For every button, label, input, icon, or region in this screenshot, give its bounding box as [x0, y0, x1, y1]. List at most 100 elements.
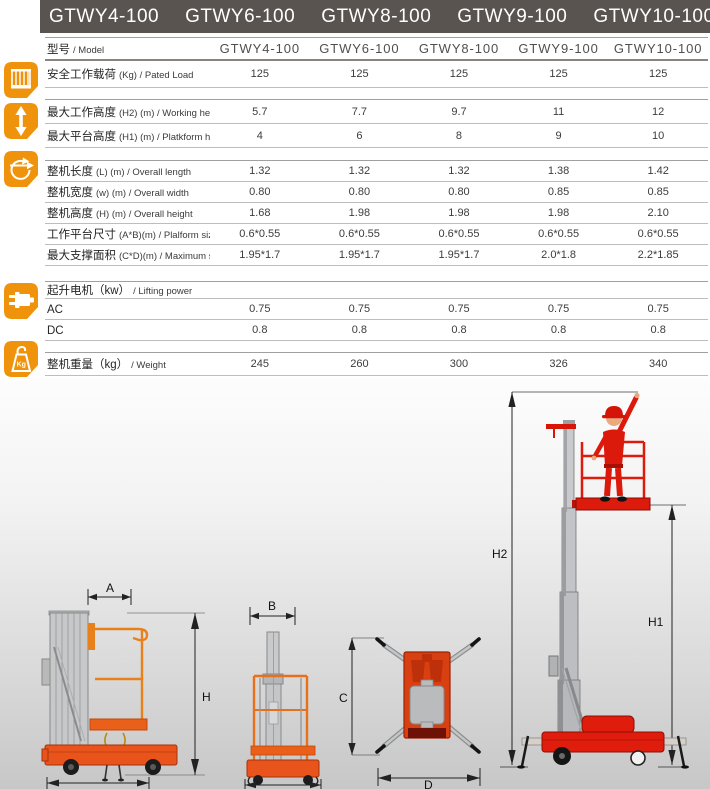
- value-cell: 2.10: [647, 207, 669, 219]
- value-cell: 0.85: [547, 186, 570, 198]
- row-label-zh: 整机长度: [47, 166, 93, 178]
- titlebar-model: GTWY8-100: [321, 5, 432, 27]
- table-row: 整机高度 (H) (m) / Overall height 1.68 1.98 1.98…: [45, 203, 708, 224]
- dim-label-c: C: [339, 691, 348, 705]
- value-cell: 11: [552, 105, 565, 118]
- value-cell: 1.98: [448, 207, 470, 219]
- dim-label-h: H: [202, 690, 211, 704]
- dim-label-a: A: [106, 583, 114, 595]
- value-cell: 1.98: [348, 207, 371, 219]
- table-row: 最大工作高度(H2) (m) / Working height 5.7 7.7 9.7…: [45, 100, 708, 124]
- value-cell: 0.6*0.55: [538, 228, 580, 240]
- model-name-cell: GTWY10-100: [613, 41, 703, 56]
- row-label: 最大支撑面积(C*D)(m) / Maximum support area: [45, 246, 210, 264]
- row-label-en: / Weight: [131, 360, 166, 371]
- value-cell: 0.6*0.55: [438, 228, 480, 240]
- table-row: 最大平台高度(H1) (m) / Platkform height 4 6 8 9 10: [45, 124, 708, 148]
- value-cell: 1.32: [249, 165, 271, 177]
- value-cell: 1.68: [249, 207, 271, 219]
- value-cell: 2.2*1.85: [637, 249, 679, 261]
- table-group: 起升电机（kw） / Lifting power AC 0.75 0.75 0.75 0.7…: [45, 281, 708, 341]
- row-label-zh: 最大支撑面积: [47, 250, 116, 262]
- value-cell: 10: [652, 129, 665, 142]
- table-row: 整机重量（kg） / Weight 245 260 300 326 340: [45, 353, 708, 376]
- table-section-row: 起升电机（kw） / Lifting power: [45, 282, 708, 299]
- value-cell: 0.80: [448, 186, 470, 198]
- row-label-en: (H) (m) / Overall height: [96, 209, 193, 220]
- value-cell: 1.32: [448, 165, 470, 177]
- row-label-zh: 整机重量（kg）: [47, 359, 129, 371]
- value-cell: 1.95*1.7: [438, 249, 480, 261]
- row-label-en: / Lifting power: [133, 286, 193, 297]
- row-label-zh: 整机宽度: [47, 187, 93, 199]
- value-cell: 6: [356, 129, 363, 142]
- value-cell: 125: [648, 68, 668, 80]
- value-cell: 260: [350, 358, 369, 370]
- value-cell: 12: [652, 105, 665, 118]
- model-name-cell: GTWY6-100: [319, 41, 400, 56]
- value-cell: 1.95*1.7: [239, 249, 281, 261]
- dim-label-h1: H1: [648, 615, 664, 629]
- row-label: AC: [45, 300, 210, 318]
- value-cell: 0.8: [650, 324, 666, 336]
- value-cell: 0.80: [348, 186, 371, 198]
- value-cell: 9.7: [451, 105, 467, 118]
- value-cell: 125: [549, 68, 568, 80]
- value-cell: 2.0*1.8: [541, 249, 577, 261]
- value-cell: 125: [350, 68, 369, 80]
- spec-table: 型号 / Model GTWY4-100 GTWY6-100 GTWY8-100 GTWY…: [45, 37, 708, 376]
- value-cell: 0.75: [249, 303, 271, 315]
- value-cell: 0.8: [351, 324, 368, 336]
- weight-icon-label: Kg: [17, 362, 26, 369]
- value-cell: 9: [555, 129, 562, 142]
- row-label: DC: [45, 321, 210, 339]
- value-cell: 0.75: [348, 303, 371, 315]
- table-row: 型号 / Model GTWY4-100 GTWY6-100 GTWY8-100 GTWY…: [45, 38, 708, 61]
- dim-label-b: B: [268, 599, 276, 613]
- dim-label-h2: H2: [492, 547, 508, 561]
- value-cell: 300: [449, 358, 469, 370]
- value-cell: 0.6*0.55: [239, 228, 281, 240]
- extended-view-diagram: H2 H1: [492, 391, 689, 769]
- row-label-en: (w) (m) / Overall width: [96, 188, 189, 199]
- row-label: 整机重量（kg） / Weight: [45, 355, 210, 373]
- value-cell: 0.85: [647, 186, 669, 198]
- row-label-zh: 整机高度: [47, 208, 93, 220]
- model-name-cell: GTWY4-100: [219, 41, 300, 56]
- value-cell: 0.75: [448, 303, 470, 315]
- table-row: DC 0.8 0.8 0.8 0.8 0.8: [45, 320, 708, 341]
- row-label: 最大工作高度(H2) (m) / Working height: [45, 103, 210, 121]
- row-label: 整机高度 (H) (m) / Overall height: [45, 204, 210, 222]
- value-cell: 8: [455, 129, 463, 142]
- value-cell: 0.75: [547, 303, 570, 315]
- row-label: 整机长度 (L) (m) / Overall length: [45, 162, 210, 180]
- value-cell: 0.80: [249, 186, 271, 198]
- value-cell: 0.75: [647, 303, 669, 315]
- row-label-en: / Model: [73, 44, 105, 56]
- value-cell: 326: [549, 358, 568, 370]
- diagram-zone: A H: [0, 378, 710, 789]
- table-group: 型号 / Model GTWY4-100 GTWY6-100 GTWY8-100 GTWY…: [45, 37, 708, 88]
- value-cell: 245: [250, 358, 269, 370]
- row-label-zh: 最大平台高度: [47, 130, 116, 143]
- row-label: 型号 / Model: [45, 40, 210, 58]
- row-label: 安全工作载荷 (Kg) / Pated Load: [45, 65, 210, 83]
- value-cell: 0.8: [252, 324, 268, 336]
- row-label-zh: 起升电机（kw）: [47, 285, 131, 297]
- table-row: 工作平台尺寸 (A*B)(m) / Plalform size 0.6*0.55 0.…: [45, 224, 708, 245]
- model-name-cell: GTWY8-100: [418, 41, 500, 56]
- row-label: 工作平台尺寸 (A*B)(m) / Plalform size: [45, 225, 210, 243]
- side-view-diagram: A H: [41, 583, 211, 789]
- table-row: 整机长度 (L) (m) / Overall length 1.32 1.32 1.32…: [45, 161, 708, 182]
- weight-icon: Kg: [4, 341, 38, 377]
- value-cell: 1.42: [647, 165, 669, 177]
- dimensions-icon: [4, 151, 38, 187]
- titlebar-model: GTWY10-100: [593, 5, 710, 27]
- value-cell: 125: [250, 68, 269, 80]
- value-cell: 0.8: [451, 324, 467, 336]
- row-label-zh: DC: [47, 325, 64, 337]
- value-cell: 1.98: [547, 207, 570, 219]
- top-view-diagram: C: [339, 637, 481, 789]
- title-bar: GTWY4-100 GTWY6-100 GTWY8-100 GTWY9-100 GTWY…: [40, 0, 710, 33]
